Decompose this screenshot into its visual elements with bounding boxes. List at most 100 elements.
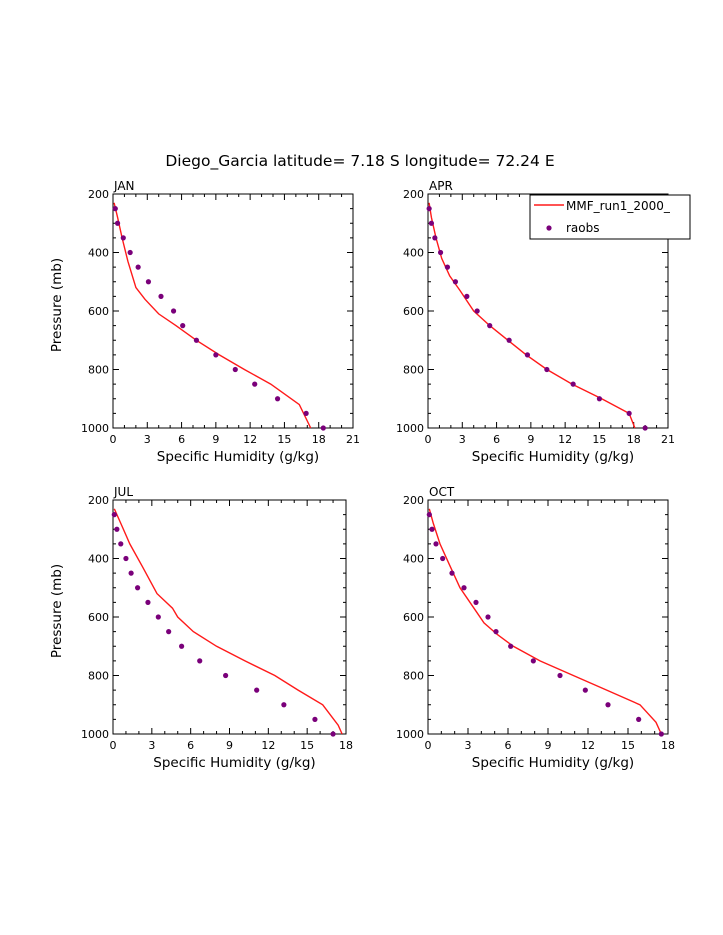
obs-point [114, 526, 120, 532]
x-tick-label: 0 [110, 433, 117, 446]
obs-point [452, 279, 459, 285]
obs-point [444, 264, 451, 270]
obs-point [281, 702, 287, 708]
obs-point [508, 643, 514, 649]
panel-title: APR [429, 179, 453, 193]
y-tick-label: 600 [88, 611, 109, 624]
obs-point [464, 293, 470, 299]
y-tick-label: 800 [403, 364, 424, 377]
obs-point [128, 570, 134, 576]
obs-point [544, 366, 550, 373]
x-axis-label: Specific Humidity (g/kg) [157, 449, 319, 465]
figure-title: Diego_Garcia latitude= 7.18 S longitude=… [165, 152, 554, 171]
plot-frame [112, 499, 347, 735]
y-tick-label: 200 [88, 494, 109, 507]
obs-point [437, 249, 444, 256]
obs-point [135, 264, 141, 270]
panel-oct: OCT 0 3 6 9 12 15 18 200 400 600 800 1000 Specific Hu… [396, 485, 675, 771]
obs-point [449, 570, 455, 576]
y-tick-label: 1000 [396, 728, 424, 741]
obs-point [120, 235, 126, 241]
x-tick-label: 0 [425, 433, 432, 446]
obs-point [155, 614, 161, 620]
y-tick-label: 1000 [81, 422, 109, 435]
obs-point [274, 396, 281, 402]
series-line-model [428, 508, 662, 735]
obs-point [252, 381, 258, 387]
obs-point [658, 731, 664, 737]
x-tick-label: 21 [661, 433, 675, 446]
obs-point [570, 381, 576, 387]
panel-jan: JAN 0 3 6 9 12 15 18 21 200 400 600 800 1000 Specific … [49, 179, 360, 465]
obs-point [524, 352, 531, 358]
obs-point [166, 629, 172, 635]
y-tick-label: 600 [403, 305, 424, 318]
y-tick-label: 200 [88, 188, 109, 201]
panel-title: JUL [113, 485, 133, 499]
y-tick-label: 600 [88, 305, 109, 318]
obs-point [232, 366, 238, 373]
legend-model-label: MMF_run1_2000_ [566, 199, 671, 213]
x-tick-label: 9 [226, 739, 233, 752]
panel-title: OCT [429, 485, 455, 499]
y-axis-label: Pressure (mb) [49, 564, 65, 658]
x-tick-label: 15 [300, 739, 314, 752]
obs-point [320, 425, 326, 431]
legend-box [529, 194, 691, 240]
y-tick-label: 400 [88, 553, 109, 566]
y-tick-label: 600 [403, 611, 424, 624]
x-tick-label: 18 [312, 433, 326, 446]
obs-point [432, 235, 438, 241]
obs-point [303, 410, 309, 416]
x-tick-label: 18 [661, 739, 675, 752]
x-tick-label: 3 [459, 433, 466, 446]
obs-point [170, 308, 177, 314]
x-tick-label: 12 [558, 433, 572, 446]
obs-point [127, 249, 133, 256]
obs-point [193, 337, 200, 343]
plot-frame [112, 193, 354, 429]
obs-point [557, 672, 563, 679]
obs-point [213, 352, 219, 358]
obs-point [179, 643, 185, 649]
legend-obs-label: raobs [566, 221, 600, 235]
y-tick-label: 200 [403, 494, 424, 507]
obs-point [506, 337, 512, 343]
x-tick-label: 6 [505, 739, 512, 752]
obs-point [473, 599, 479, 605]
obs-point [596, 396, 603, 402]
obs-point [134, 585, 141, 591]
x-tick-label: 15 [621, 739, 635, 752]
panel-jul: JUL 0 3 6 9 12 15 18 200 400 600 800 1000 Specific Hu… [49, 485, 353, 771]
x-tick-label: 0 [110, 739, 117, 752]
x-axis-label: Specific Humidity (g/kg) [472, 755, 634, 771]
x-tick-label: 0 [425, 739, 432, 752]
obs-point [197, 658, 203, 664]
x-tick-label: 12 [261, 739, 275, 752]
y-tick-label: 800 [88, 670, 109, 683]
legend: MMF_run1_2000_ raobs [529, 194, 691, 240]
x-tick-label: 3 [144, 433, 151, 446]
series-line-model [113, 202, 312, 429]
series-line-model [113, 508, 343, 735]
obs-point [461, 585, 467, 591]
obs-point [426, 512, 432, 518]
x-tick-label: 18 [339, 739, 353, 752]
x-tick-label: 12 [581, 739, 595, 752]
y-axis-label: Pressure (mb) [49, 258, 65, 352]
x-tick-label: 3 [465, 739, 472, 752]
obs-point [426, 206, 432, 212]
obs-point [428, 220, 435, 226]
obs-point [145, 599, 151, 605]
obs-point [158, 293, 164, 299]
obs-point [312, 716, 318, 722]
plot-frame [427, 499, 669, 735]
x-tick-label: 18 [627, 433, 641, 446]
x-tick-label: 3 [148, 739, 155, 752]
obs-point [433, 541, 439, 547]
y-tick-label: 1000 [396, 422, 424, 435]
obs-point [330, 731, 336, 737]
x-tick-label: 9 [212, 433, 219, 446]
y-tick-label: 200 [403, 188, 424, 201]
